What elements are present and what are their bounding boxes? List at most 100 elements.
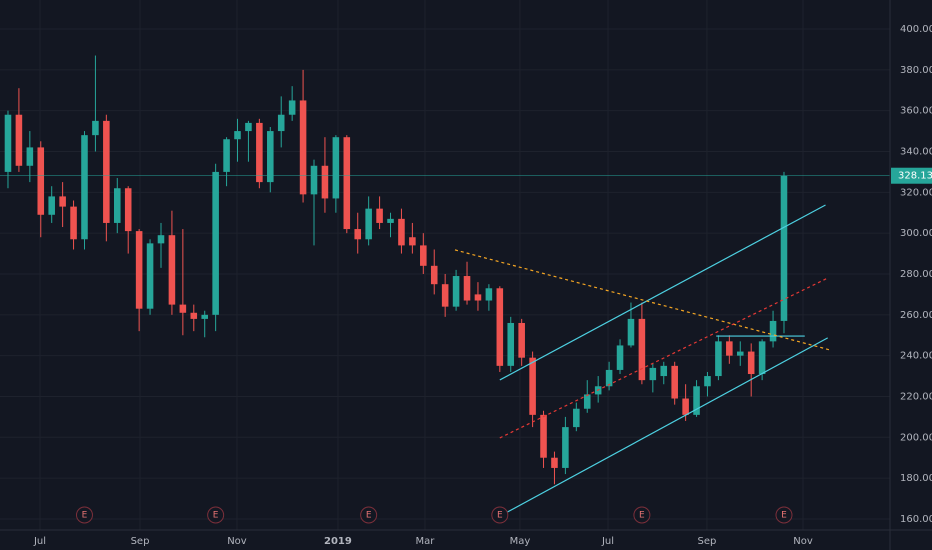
candle-body [452,276,460,307]
candle-body [441,284,449,307]
candle-body [223,139,230,172]
x-tick-label: Nov [793,536,813,547]
y-tick-label: 300.00 [900,228,932,239]
y-tick-label: 380.00 [900,65,932,76]
candle-body [616,345,624,370]
candle-body [26,147,34,166]
candle-body [693,386,700,415]
candle-body [704,376,711,387]
event-label: E [213,511,219,521]
x-tick-label: Sep [131,536,150,547]
y-tick-label: 400.00 [900,24,932,35]
candle-body [430,265,438,285]
x-tick-label: Nov [227,536,247,547]
candle-body [15,114,23,166]
candle-body [409,237,416,246]
candle-body [485,288,493,301]
event-marker [207,506,225,524]
candle-body [682,398,689,415]
y-tick-label: 220.00 [900,391,932,402]
candle-body [299,100,307,195]
trend-line [499,277,828,439]
candle-body [4,114,12,172]
candle-body [81,135,88,240]
trend-line [507,337,828,513]
candle-body [310,165,318,195]
event-label: E [639,511,645,521]
candle-body [103,120,110,223]
last-price-box [891,167,932,184]
y-tick-label: 320.00 [900,187,932,198]
candle-body [387,218,394,223]
candle-body [747,351,755,375]
candle-body [638,318,646,381]
event-label: E [781,511,787,521]
candle-body [365,208,372,240]
candle-body [671,365,678,399]
candle-body [168,235,176,305]
candle-body [780,175,788,321]
x-tick-label: Jul [601,536,614,547]
candle-body [201,314,208,319]
event-marker [633,506,651,524]
candle-body [354,229,362,240]
candle-body [540,414,547,458]
candle-body [583,394,591,409]
y-tick-label: 340.00 [900,146,932,157]
x-tick-label: 2019 [324,536,352,547]
candle-body [573,408,580,428]
candle-body [48,196,55,215]
candle-body [332,137,340,199]
candle-body [398,218,405,246]
x-tick-label: Jul [33,536,46,547]
candle-body [726,341,733,356]
event-label: E [497,511,503,521]
candle-body [343,137,351,230]
candle-body [146,243,154,309]
y-tick-label: 160.00 [900,514,932,525]
candle-body [551,457,558,468]
candle-body [277,114,285,132]
candle-body [529,357,536,415]
candle-body [376,208,383,223]
y-tick-label: 280.00 [900,269,932,280]
candle-body [135,231,143,309]
candle-body [660,365,668,377]
candle-body [605,369,613,387]
candle-body [92,120,99,136]
candle-body [124,188,132,232]
candle-body [758,341,766,375]
last-price-label: 328.13 [898,171,932,182]
candle-body [59,196,66,207]
event-marker [775,506,793,524]
y-tick-label: 200.00 [900,432,932,443]
candle-body [212,171,219,315]
trend-line [454,249,831,351]
candle-body [474,294,482,301]
candle-body [463,276,471,301]
event-marker [491,506,509,524]
candle-body [496,288,504,366]
candle-body [649,367,657,381]
candle-body [113,188,121,223]
candle-body [627,318,635,346]
y-tick-label: 240.00 [900,351,932,362]
candle-body [267,131,274,183]
x-tick-label: May [510,536,531,547]
candle-body [157,235,165,244]
event-marker [75,506,93,524]
candle-body [420,245,427,266]
candle-body [562,427,569,468]
event-marker [360,506,378,524]
x-tick-label: Sep [697,536,716,547]
candle-body [769,320,777,342]
y-tick-label: 260.00 [900,310,932,321]
candle-body [179,304,187,313]
event-label: E [82,511,88,521]
x-tick-label: Mar [416,536,436,547]
candle-body [715,341,722,377]
candle-body [518,322,525,358]
